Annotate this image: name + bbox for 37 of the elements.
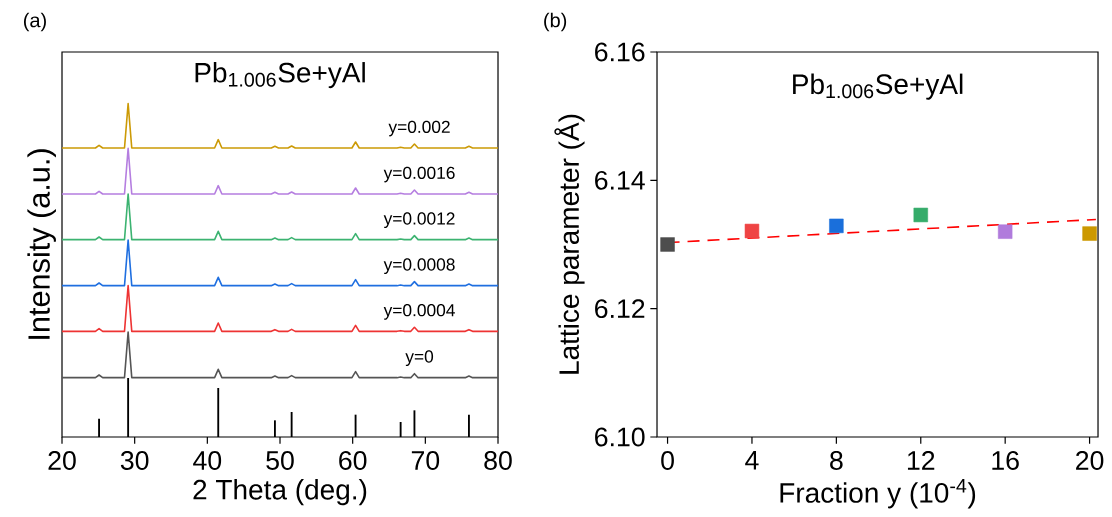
x-tick-label: 12 (907, 451, 935, 470)
x-tick-label: 80 (484, 451, 512, 470)
x-axis-title: 2 Theta (deg.) (193, 479, 367, 506)
series-label: y=0.0004 (383, 304, 455, 320)
point (997, 224, 1013, 239)
chart-title: Pb$_{1.006}$Se+yAl (195, 62, 365, 89)
x-tick-label: 40 (193, 451, 222, 470)
x-tick-label: 4 (745, 451, 759, 470)
series-label: y=0.0012 (383, 212, 455, 229)
y-tick-label: 6.12 (595, 299, 645, 319)
text: (a) (23, 12, 46, 32)
point (1082, 226, 1097, 241)
x-tick-label: 0 (661, 451, 674, 470)
x-axis-title: Fraction y (10$^{-4}$) (780, 479, 976, 509)
series-label: y=0.0008 (383, 258, 455, 275)
y-tick-label: 6.10 (595, 427, 645, 447)
y-tick-label: 6.16 (595, 42, 645, 62)
point (660, 237, 675, 252)
series-label: y=0.002 (388, 120, 450, 137)
x-tick-label: 16 (992, 451, 1019, 470)
point (913, 207, 928, 223)
series-label: y=0.0016 (383, 166, 455, 183)
x-tick-label: 20 (48, 451, 76, 470)
x-tick-label: 20 (1076, 451, 1104, 470)
point (829, 218, 844, 234)
x-tick-label: 70 (411, 451, 440, 470)
point (744, 223, 760, 239)
y-axis-title: Lattice parameter (Å) (554, 114, 585, 374)
text: Pb$_{1.006}$Se+yAl (793, 73, 963, 100)
x-tick-label: 60 (339, 451, 367, 470)
y-tick-label: 6.14 (595, 170, 645, 190)
y-axis-title: Intensity (a.u.) (27, 149, 56, 339)
x-tick-label: 8 (830, 451, 843, 470)
series-label: y=0 (405, 350, 434, 367)
x-tick-label: 50 (266, 451, 294, 470)
text: (b) (544, 12, 567, 32)
x-tick-label: 30 (120, 451, 149, 470)
